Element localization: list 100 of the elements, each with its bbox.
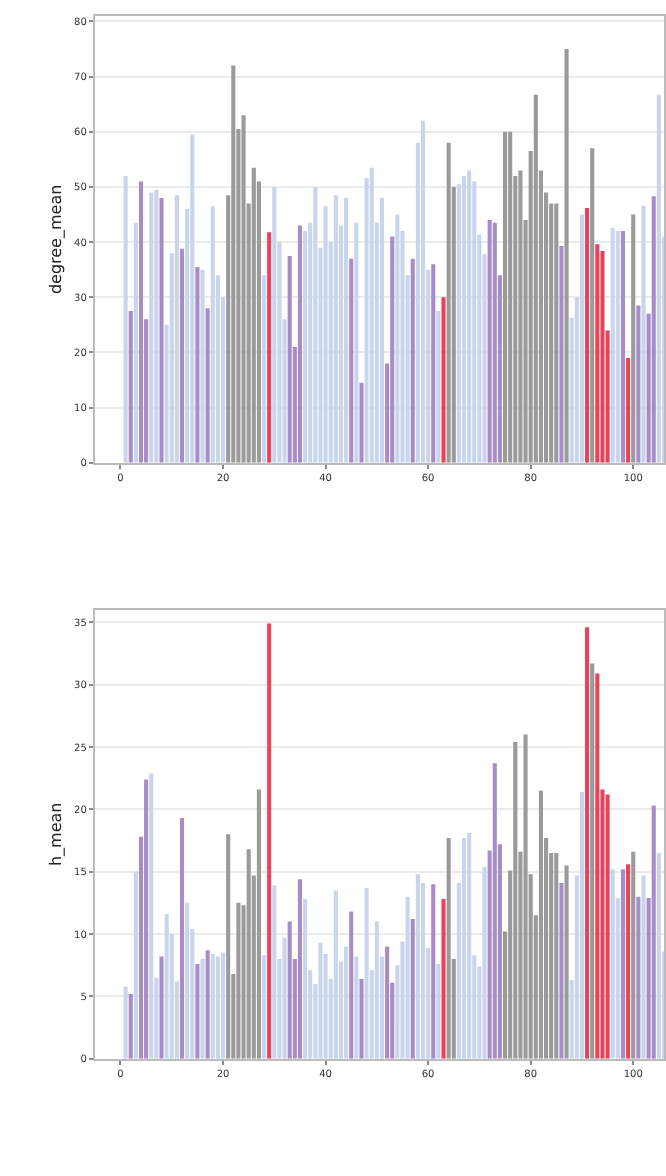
bar <box>564 48 569 463</box>
bar <box>179 248 185 463</box>
bar <box>615 231 620 463</box>
bar <box>590 148 595 463</box>
bar <box>349 911 354 1059</box>
bar <box>431 264 436 463</box>
bar <box>533 94 538 463</box>
bar <box>446 838 451 1059</box>
bar <box>262 955 267 1059</box>
bar <box>359 382 364 463</box>
bar <box>579 791 585 1059</box>
bar <box>205 308 210 463</box>
bar <box>436 963 441 1059</box>
bar <box>620 869 626 1059</box>
bar <box>287 921 292 1059</box>
bar <box>272 885 277 1059</box>
bar <box>133 222 138 463</box>
bar <box>600 250 605 463</box>
bar <box>313 186 318 463</box>
bar <box>492 763 497 1059</box>
bar <box>262 275 267 463</box>
bar <box>374 921 379 1059</box>
bar <box>128 311 133 463</box>
bar <box>656 852 661 1059</box>
bar <box>210 954 215 1059</box>
bar <box>195 266 200 463</box>
bar <box>492 222 497 463</box>
bar <box>651 805 656 1059</box>
bar <box>456 184 461 463</box>
bar <box>636 305 641 463</box>
bar <box>154 189 159 463</box>
bar <box>138 181 144 463</box>
bar <box>564 865 569 1059</box>
bar <box>626 864 631 1059</box>
bar <box>487 220 492 463</box>
bar <box>631 851 636 1059</box>
bar <box>241 115 246 463</box>
bar <box>333 195 338 463</box>
bar <box>523 734 528 1059</box>
bar <box>267 623 272 1059</box>
bar <box>195 963 200 1059</box>
bar <box>246 849 251 1059</box>
y-axis-title: h_mean <box>47 802 66 867</box>
bar <box>226 834 231 1059</box>
bar <box>631 214 636 463</box>
bar <box>123 986 128 1059</box>
bar <box>159 197 164 463</box>
bar <box>410 919 415 1059</box>
bar <box>369 167 374 463</box>
bar <box>441 297 446 463</box>
bar <box>538 790 543 1059</box>
bar <box>513 742 518 1059</box>
bar <box>349 258 354 463</box>
bar <box>390 236 395 463</box>
bar <box>585 627 590 1059</box>
bar <box>149 773 154 1059</box>
bar <box>651 196 656 463</box>
bar <box>323 206 328 463</box>
bar <box>595 673 600 1059</box>
bar <box>405 896 410 1059</box>
bar <box>318 942 323 1059</box>
bar <box>159 956 164 1059</box>
bar <box>595 244 600 463</box>
bar <box>303 899 308 1059</box>
bar <box>272 186 277 463</box>
bar <box>303 231 308 463</box>
bar <box>605 794 610 1059</box>
bar <box>626 357 631 463</box>
bar <box>431 884 436 1059</box>
bar <box>420 120 426 463</box>
bar <box>641 875 646 1059</box>
bar <box>359 978 364 1059</box>
bar <box>461 838 467 1059</box>
bar <box>205 950 210 1059</box>
bar <box>467 833 472 1059</box>
bar <box>554 852 559 1059</box>
bar <box>282 937 287 1059</box>
y-axis-title: degree_mean <box>47 184 66 295</box>
bar <box>179 818 185 1059</box>
bar <box>579 214 585 463</box>
bar <box>144 779 149 1059</box>
bar <box>410 258 415 463</box>
bar <box>185 902 190 1059</box>
bar <box>174 195 179 463</box>
bar <box>236 902 241 1059</box>
bar <box>200 269 205 463</box>
bar <box>256 789 261 1059</box>
bar <box>297 879 303 1059</box>
bar <box>251 167 256 463</box>
bar <box>467 170 472 463</box>
bar <box>200 958 205 1059</box>
bar <box>482 866 487 1059</box>
bar <box>231 65 236 463</box>
bar <box>190 134 195 463</box>
bar <box>554 203 559 463</box>
bar <box>415 874 420 1059</box>
bar <box>610 869 615 1059</box>
bar <box>436 311 441 463</box>
bar <box>636 896 641 1059</box>
bar <box>210 206 215 463</box>
